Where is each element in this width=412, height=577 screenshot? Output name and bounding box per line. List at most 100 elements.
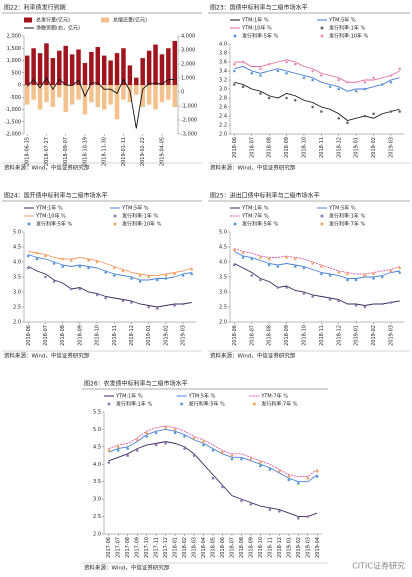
scatter-point <box>363 114 367 118</box>
bar <box>114 53 120 85</box>
bar <box>121 48 126 85</box>
y-tick-label: 2.6 <box>219 105 227 111</box>
x-tick-label: 2017-11 <box>154 537 160 558</box>
x-tick-label: 2018-12 <box>129 325 135 346</box>
scatter-point <box>147 305 150 309</box>
bar <box>24 85 30 105</box>
scatter-point <box>311 262 314 265</box>
y-tick-label: -1,500 <box>5 119 21 125</box>
legend-label: 发行利率:1年 % <box>122 213 158 220</box>
legend-label: YTM:1年 % <box>35 205 63 212</box>
bar <box>134 85 139 95</box>
scatter-point <box>398 266 401 270</box>
figure-title: 图26：农发债中标利率与二级市场水平 <box>84 380 188 388</box>
scatter-point <box>354 304 358 307</box>
scatter-point <box>156 307 159 310</box>
scatter-point <box>293 98 297 102</box>
y-tick-label: 3.0 <box>219 290 227 296</box>
x-tick-label: 2018-11 <box>112 325 118 346</box>
bar <box>153 85 158 110</box>
scatter-point <box>389 269 393 273</box>
series-line <box>108 441 318 518</box>
bar <box>24 55 30 85</box>
x-tick-label: 2019-01 <box>354 325 360 346</box>
scatter-point <box>337 299 341 303</box>
y-tick-label: 3.0 <box>219 87 227 93</box>
series-line <box>234 248 400 275</box>
figure-title: 图25：进出口债中标利率与二级市场水平 <box>210 192 320 200</box>
x-tick-label: 2018-08 <box>267 325 273 346</box>
scatter-point <box>311 295 314 298</box>
scatter-point <box>268 508 272 511</box>
bar <box>76 49 81 85</box>
x-tick-label: 2019-03 <box>388 325 394 346</box>
scatter-point <box>320 110 323 113</box>
scatter-point <box>306 515 310 518</box>
y-tick-label: -1,000 <box>5 107 21 113</box>
x-tick-label: 2018-08 <box>239 537 245 558</box>
x-tick-label: 2017-10 <box>144 537 150 558</box>
x-tick-label: 2019-01 <box>354 137 360 158</box>
legend-label: 总发行量(亿元) <box>36 17 70 24</box>
series-line <box>234 251 400 279</box>
scatter-point <box>233 263 236 267</box>
scatter-point <box>192 454 196 457</box>
x-tick-label: 2019-02 <box>163 325 169 346</box>
x-tick-label: 2018-09 <box>284 325 290 346</box>
legend-label: 发行利率:1年 % <box>116 401 152 408</box>
scatter-point <box>297 482 300 485</box>
scatter-point <box>267 263 271 267</box>
scatter-point <box>389 74 393 77</box>
bar <box>89 85 94 103</box>
x-tick-label: 2018-07 <box>43 325 49 346</box>
bar <box>166 48 171 85</box>
scatter-point <box>61 257 64 261</box>
scatter-point <box>27 266 30 270</box>
y-tick-label: 2.5 <box>93 514 101 520</box>
x-tick-label: 2019-03 <box>388 137 394 158</box>
scatter-point <box>241 256 245 259</box>
scatter-point <box>285 96 288 100</box>
scatter-point <box>233 83 236 86</box>
scatter-point <box>104 271 107 274</box>
scatter-point <box>328 274 332 277</box>
series-line <box>28 266 192 308</box>
x-tick-label: 2018-10 <box>301 325 307 346</box>
scatter-point <box>259 256 262 259</box>
x-tick-label: 2018-11-30 <box>102 137 108 166</box>
series-line <box>28 251 192 276</box>
bar <box>37 85 43 110</box>
scatter-point <box>276 286 280 289</box>
legend-label: YTM:7年 % <box>260 393 288 400</box>
scatter-point <box>202 443 205 447</box>
figure-source: 资料来源：Wind，中信证券研究部 <box>84 564 170 572</box>
bar <box>57 85 62 98</box>
scatter-point <box>346 121 349 125</box>
scatter-point <box>346 278 349 282</box>
scatter-point <box>267 62 271 66</box>
legend-label: 发行利率:10年 % <box>122 221 162 228</box>
bar <box>159 85 165 103</box>
x-tick-label: 2018-07-27 <box>44 137 50 166</box>
legend-label: YTM:10年 % <box>241 25 272 32</box>
scatter-point <box>138 280 142 283</box>
bar <box>31 48 36 85</box>
scatter-point <box>354 89 358 93</box>
bar <box>82 62 88 85</box>
bar <box>63 85 68 112</box>
y-tick-label: 2.0 <box>219 320 227 326</box>
bar <box>50 58 56 85</box>
x-tick-label: 2019-02 <box>371 325 377 346</box>
scatter-point <box>78 287 82 291</box>
legend-swatch <box>27 222 31 226</box>
scatter-point <box>95 293 99 297</box>
scatter-point <box>259 67 262 71</box>
series-line <box>28 254 192 281</box>
scatter-point <box>363 87 367 91</box>
y-tick-label: 5.0 <box>219 230 227 236</box>
y-tick-label: 2.2 <box>219 123 227 129</box>
scatter-point <box>259 461 262 464</box>
scatter-point <box>320 272 323 276</box>
x-tick-label: 2018-10 <box>258 537 264 558</box>
